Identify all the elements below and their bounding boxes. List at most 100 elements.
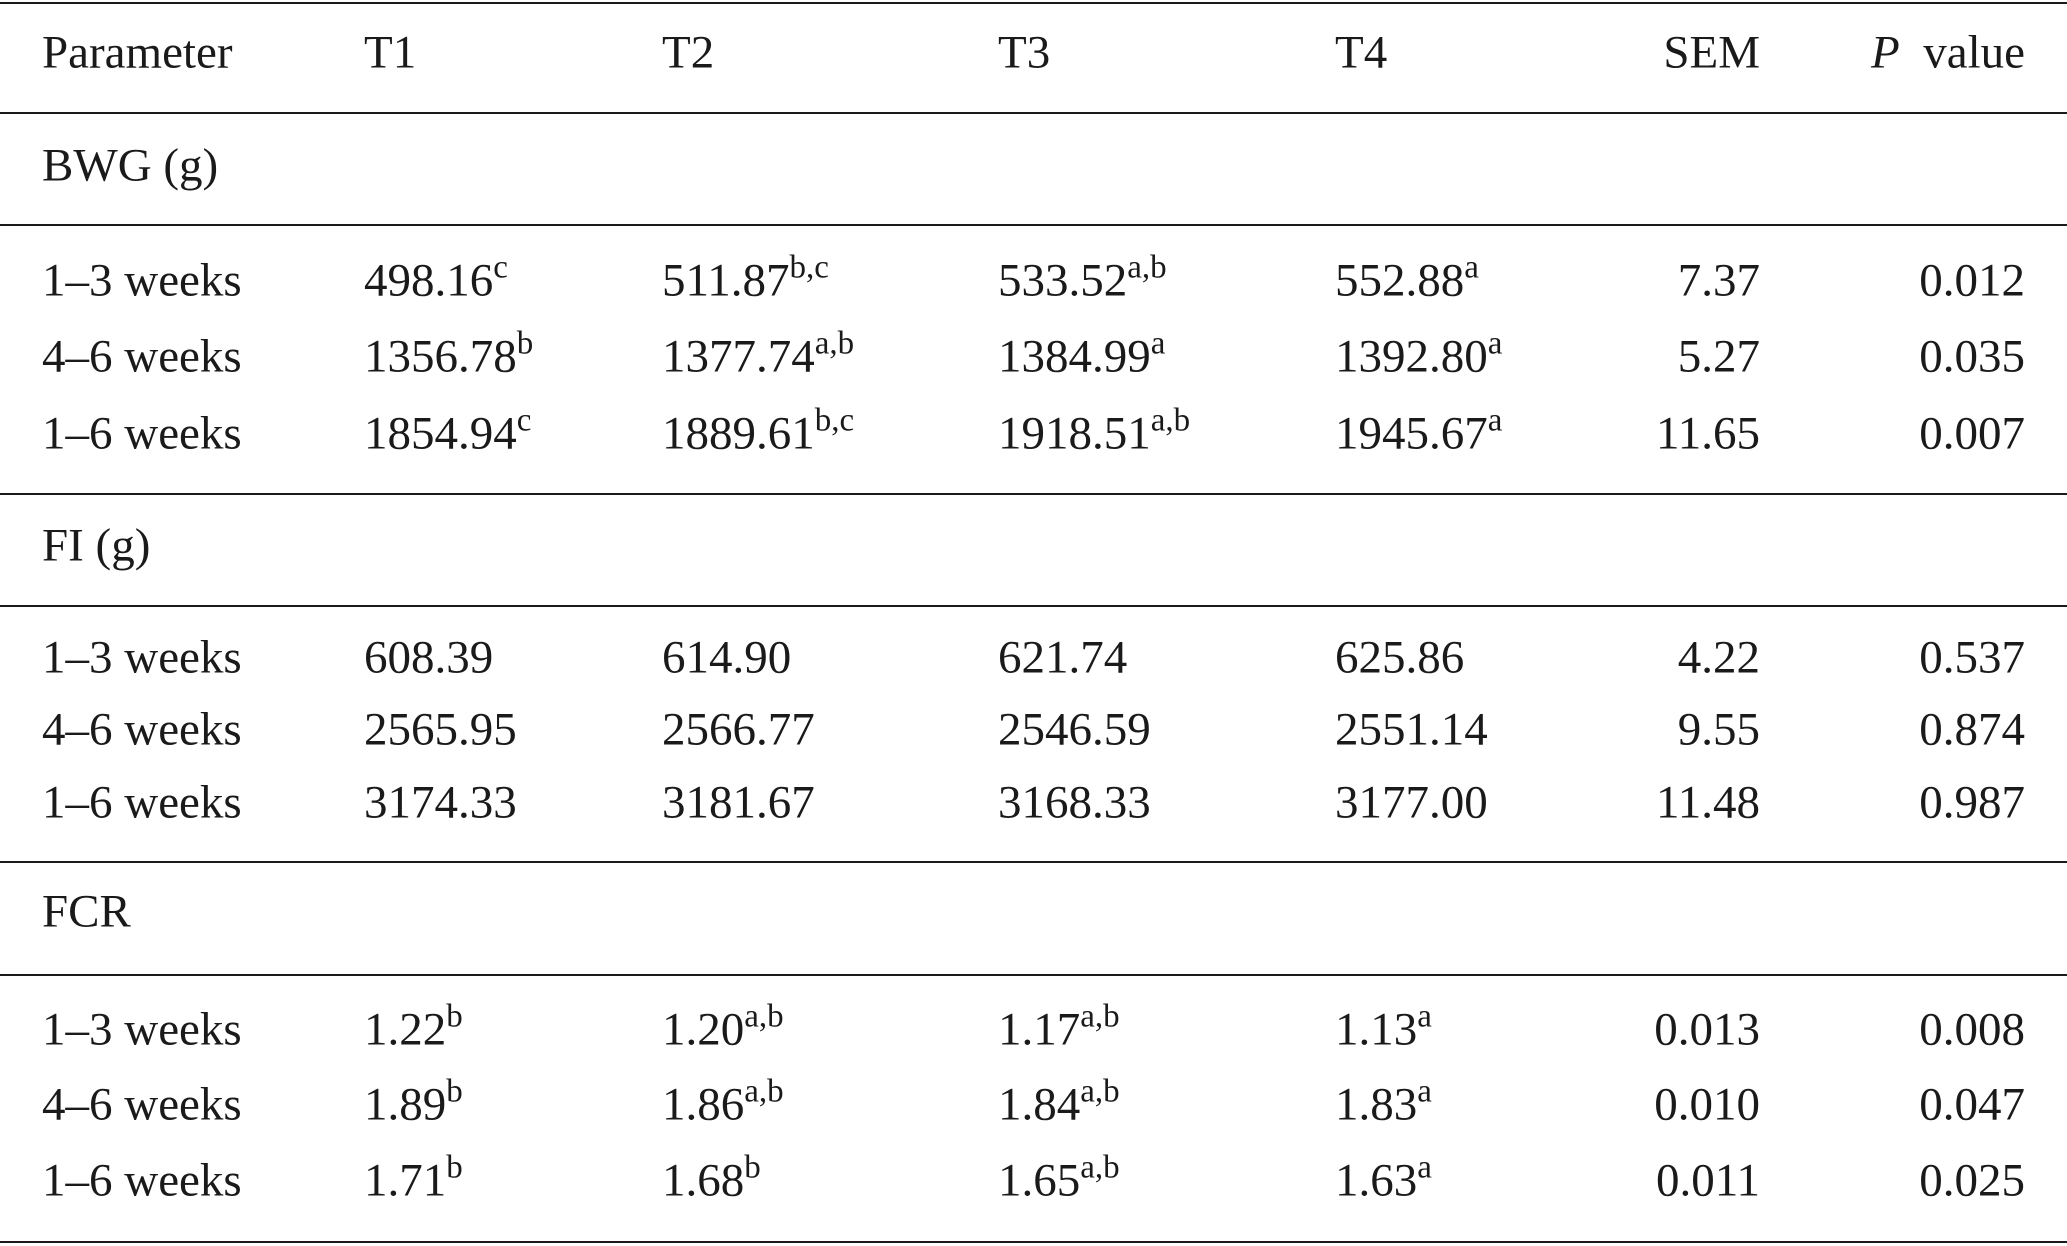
data-cell: 0.874 — [1919, 703, 2025, 756]
data-cell: 1.20a,b — [662, 1000, 784, 1056]
cell-value: 0.047 — [1919, 1078, 2025, 1131]
significance-letter: a,b — [1080, 1073, 1120, 1110]
cell-value: 9.55 — [1677, 703, 1760, 756]
cell-value: 2551.14 — [1335, 703, 1488, 756]
data-cell: 5.27 — [1678, 333, 1760, 381]
significance-letter: a,b — [1127, 249, 1167, 286]
data-cell: 1.13a — [1335, 1000, 1432, 1054]
data-cell: 2551.14 — [1335, 703, 1488, 756]
header-cell: T1 — [364, 26, 417, 79]
cell-value: 1918.51 — [998, 407, 1151, 460]
header-cell: T4 — [1335, 26, 1388, 79]
row-label: 1–6 weeks — [42, 776, 242, 829]
cell-value: 1–6 weeks — [42, 776, 242, 829]
rule — [0, 605, 2067, 607]
row-label: 1–6 weeks — [42, 410, 242, 458]
cell-value: 1.86 — [662, 1078, 745, 1131]
data-cell: 7.37 — [1677, 254, 1760, 307]
data-cell: 552.88a — [1335, 251, 1479, 307]
cell-value: 3181.67 — [662, 776, 815, 829]
cell-value: 2566.77 — [662, 703, 815, 756]
data-cell: 3177.00 — [1335, 776, 1488, 829]
cell-value: 533.52 — [998, 254, 1128, 307]
header-cell: Parameter — [42, 26, 233, 79]
cell-value: 1384.99 — [998, 330, 1151, 383]
data-cell: 2546.59 — [998, 706, 1151, 754]
row-label: 4–6 weeks — [42, 1081, 242, 1129]
data-cell: 1392.80a — [1335, 327, 1502, 381]
significance-letter: c — [493, 249, 508, 286]
cell-value: 0.025 — [1919, 1154, 2025, 1207]
header-cell: T3 — [998, 26, 1051, 79]
significance-letter: b — [744, 1149, 761, 1186]
cell-value: 1945.67 — [1335, 407, 1488, 460]
cell-value: 552.88 — [1335, 254, 1465, 307]
data-cell: 614.90 — [662, 631, 792, 684]
cell-value: 3177.00 — [1335, 776, 1488, 829]
data-cell: 1918.51a,b — [998, 404, 1190, 460]
cell-value: 0.008 — [1919, 1003, 2025, 1056]
rule — [0, 224, 2067, 226]
cell-value: 1.65 — [998, 1154, 1081, 1207]
row-label: 1–3 weeks — [42, 254, 242, 307]
data-cell: 1.83a — [1335, 1075, 1432, 1129]
rule — [0, 493, 2067, 495]
data-cell: 0.047 — [1919, 1078, 2025, 1131]
cell-value: 1377.74 — [662, 330, 815, 383]
cell-value: 1–3 weeks — [42, 254, 242, 307]
significance-letter: a — [1487, 325, 1503, 362]
data-cell: 9.55 — [1677, 703, 1760, 756]
cell-value: 1.20 — [662, 1003, 745, 1056]
cell-value: 1.89 — [364, 1078, 447, 1131]
cell-value: 511.87 — [662, 254, 790, 307]
data-cell: 1.17a,b — [998, 1000, 1120, 1054]
section-label: FI (g) — [42, 519, 151, 572]
rule — [0, 112, 2067, 114]
cell-value: 1854.94 — [364, 407, 517, 460]
data-cell: 3168.33 — [998, 776, 1151, 829]
data-cell: 11.65 — [1655, 407, 1760, 460]
section-label: BWG (g) — [42, 139, 219, 192]
data-cell: 1356.78b — [364, 327, 533, 381]
data-cell: 0.025 — [1919, 1154, 2025, 1207]
data-cell: 498.16c — [364, 251, 508, 305]
cell-value: 11.65 — [1655, 407, 1760, 460]
data-cell: 4.22 — [1678, 634, 1760, 682]
cell-value: 614.90 — [662, 631, 792, 684]
cell-value: 1.22 — [364, 1003, 447, 1056]
data-cell: 1.65a,b — [998, 1151, 1120, 1207]
rule — [0, 1241, 2067, 1243]
data-cell: 0.012 — [1919, 257, 2025, 305]
row-label: 1–3 weeks — [42, 1003, 242, 1056]
significance-letter: a,b — [814, 325, 855, 362]
significance-letter: a,b — [744, 1073, 784, 1110]
cell-value: 1889.61 — [662, 407, 815, 460]
row-label: 4–6 weeks — [42, 706, 242, 754]
data-cell: 2566.77 — [662, 703, 815, 756]
header-cell: P value — [1871, 29, 2025, 77]
data-cell: 1.89b — [364, 1075, 463, 1131]
cell-value: 0.010 — [1654, 1078, 1760, 1131]
cell-value: 0.537 — [1919, 631, 2025, 684]
data-cell: 1377.74a,b — [662, 327, 854, 383]
data-cell: 0.007 — [1919, 410, 2025, 458]
cell-value: 1.84 — [998, 1078, 1081, 1131]
cell-value: 1–3 weeks — [42, 1003, 242, 1056]
cell-value: 1.71 — [364, 1154, 447, 1207]
data-cell: 1384.99a — [998, 327, 1165, 383]
cell-value: 0.987 — [1919, 776, 2025, 829]
data-cell: 0.035 — [1919, 330, 2025, 383]
significance-letter: a — [1417, 998, 1432, 1035]
cell-value: 0.035 — [1919, 330, 2025, 383]
cell-value: 3168.33 — [998, 776, 1151, 829]
cell-value: 0.874 — [1919, 703, 2025, 756]
data-cell: 3181.67 — [662, 776, 815, 829]
significance-letter: a,b — [744, 998, 784, 1035]
cell-value: 7.37 — [1677, 254, 1760, 307]
significance-letter: a — [1417, 1073, 1432, 1110]
row-label: 4–6 weeks — [42, 333, 242, 381]
significance-letter: a — [1464, 249, 1479, 286]
data-cell: 621.74 — [998, 634, 1127, 682]
data-cell: 533.52a,b — [998, 251, 1167, 307]
